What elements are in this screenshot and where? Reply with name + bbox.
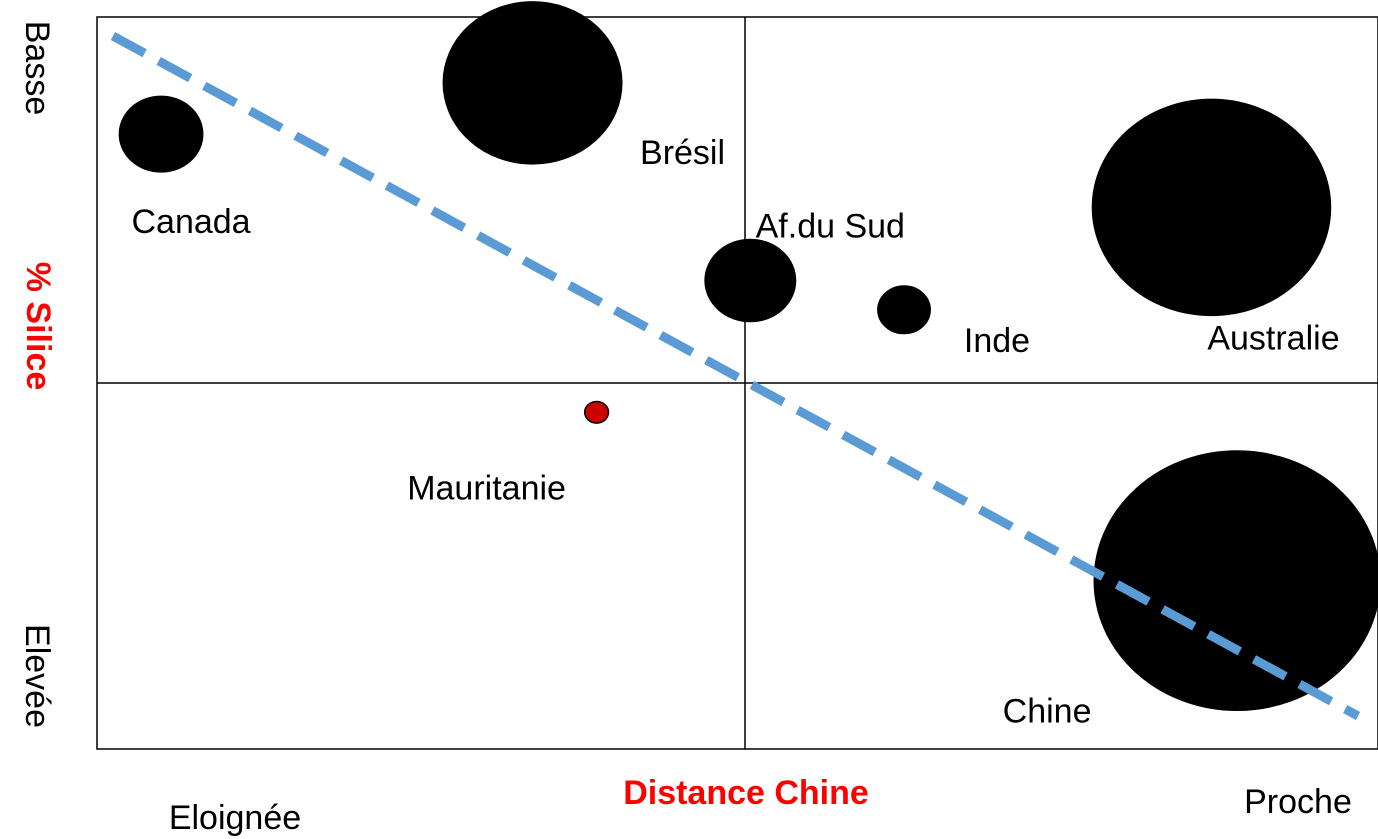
bubble-af-du-sud <box>704 238 797 323</box>
x-axis-title: Distance Chine <box>623 774 869 812</box>
bubbles-layer <box>118 1 1378 711</box>
label-australie: Australie <box>1207 319 1339 357</box>
label-canada: Canada <box>131 203 250 241</box>
label-chine: Chine <box>1003 693 1092 731</box>
label-af-du-sud: Af.du Sud <box>756 208 905 246</box>
bubble-chine <box>1093 450 1378 711</box>
label-mauritanie: Mauritanie <box>407 469 566 507</box>
labels-layer: Canada Brésil Af.du Sud Inde Australie Maurit… <box>131 134 1339 731</box>
y-axis-title: % Silice <box>19 262 57 391</box>
matrix-frame <box>96 16 1378 750</box>
label-inde: Inde <box>964 322 1030 360</box>
trend-line <box>110 32 1361 720</box>
label-br-sil: Brésil <box>640 134 725 172</box>
y-axis-top-label: Basse <box>18 21 56 116</box>
bubble-br-sil <box>442 1 623 165</box>
y-axis-bottom-label: Elevée <box>18 624 56 728</box>
bubble-canada <box>118 95 204 173</box>
bubble-australie <box>1091 98 1332 317</box>
x-axis-low-label: Eloignée <box>169 799 301 837</box>
x-axis-high-label: Proche <box>1244 783 1352 821</box>
bubble-inde <box>877 285 931 335</box>
bubble-mauritanie <box>583 400 610 424</box>
